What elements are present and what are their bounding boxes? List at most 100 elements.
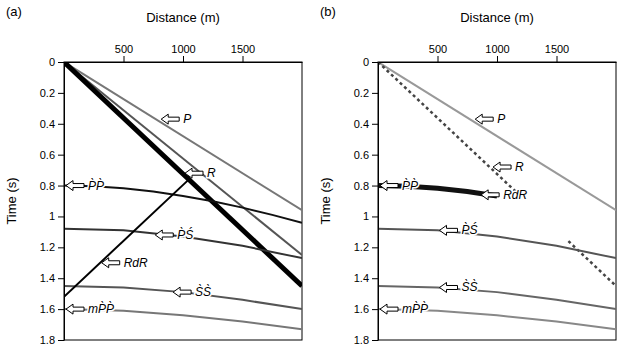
y-tick-mark (372, 278, 378, 279)
annotation-arrow (481, 190, 499, 200)
y-tick-mark (372, 186, 378, 187)
y-tick-mark (58, 340, 64, 341)
y-tick-label: 0 (363, 56, 369, 68)
y-tick-label: 1.6 (354, 303, 369, 315)
y-tick: 0.6 (40, 149, 64, 161)
y-tick: 0.8 (40, 180, 64, 192)
y-tick: 0 (49, 56, 64, 68)
x-tick: 1000 (171, 43, 195, 62)
annotations: PRP̀P̀P̀ŚRdRS̀S̀mP̀P̀ (66, 112, 216, 316)
x-axis-line (379, 62, 617, 63)
y-tick-mark (372, 93, 378, 94)
annotation-arrow (440, 225, 458, 235)
x-tick-mark (124, 56, 125, 62)
annotation-arrow (66, 304, 84, 314)
annotation: RdR (124, 256, 148, 270)
y-tick-mark (58, 62, 64, 63)
y-tick-mark (372, 62, 378, 63)
annotation-arrow (173, 287, 191, 297)
event-line (64, 62, 302, 255)
y-tick: 1.6 (354, 303, 378, 315)
y-tick-label: 1.2 (40, 241, 55, 253)
panel-label: (a) (6, 4, 22, 19)
event-line (64, 179, 189, 296)
x-tick-mark (183, 56, 184, 62)
panel: 500 1000 1500 Distance (m) 0 0.2 0.4 0.6 0.8 1 1.2… (318, 4, 617, 346)
y-tick: 1.8 (354, 334, 378, 346)
annotation-arrow (155, 230, 173, 240)
x-axis-title: Distance (m) (146, 10, 220, 25)
y-tick-label: 0.6 (40, 149, 55, 161)
figure: 50010001500Distance (m)00.20.40.60.811.2… (0, 0, 628, 351)
plot-frame (378, 62, 616, 340)
x-tick: 500 (115, 43, 133, 62)
y-tick-label: 0.8 (354, 180, 369, 192)
y-tick-label: 1 (49, 210, 55, 222)
y-tick-label: 1 (363, 210, 369, 222)
y-axis: 0 0.2 0.4 0.6 0.8 1 1.2 1.4 1.6 1.8 (354, 56, 379, 346)
y-tick: 0.8 (354, 180, 378, 192)
y-tick-mark (372, 309, 378, 310)
y-tick-mark (58, 247, 64, 248)
x-tick-mark (497, 56, 498, 62)
y-tick-mark (58, 309, 64, 310)
y-tick-mark (372, 216, 378, 217)
annotation: P̀P̀ (88, 178, 104, 193)
y-tick: 0.6 (354, 149, 378, 161)
y-tick-mark (372, 155, 378, 156)
annotation-arrow (185, 168, 203, 178)
annotation: mP̀P̀ (88, 301, 114, 316)
y-tick-label: 1.4 (354, 272, 369, 284)
annotations: PRP̀P̀RdRP̀ŚS̀S̀mP̀P̀ (380, 112, 527, 316)
y-tick: 1 (363, 210, 378, 222)
annotation: S̀S̀ (462, 279, 478, 294)
event-line (64, 62, 302, 210)
y-tick-label: 0.2 (40, 87, 55, 99)
y-tick-mark (58, 216, 64, 217)
y-tick: 1.2 (40, 241, 64, 253)
annotation-arrow (380, 304, 398, 314)
y-tick-label: 1.4 (40, 272, 55, 284)
annotation: P̀Ś (177, 227, 193, 242)
annotation-arrow (380, 181, 398, 191)
x-tick: 1000 (485, 43, 509, 62)
x-tick-label: 1500 (545, 43, 569, 55)
y-tick-label: 1.2 (354, 241, 369, 253)
y-tick: 0.2 (40, 87, 64, 99)
x-axis-title: Distance (m) (460, 10, 534, 25)
y-axis-title: Time (s) (4, 177, 19, 224)
x-tick-label: 500 (429, 43, 447, 55)
y-tick: 1 (49, 210, 64, 222)
x-tick: 1500 (231, 43, 255, 62)
y-tick: 0.4 (354, 118, 378, 130)
x-tick: 1500 (545, 43, 569, 62)
annotation: R (207, 166, 216, 180)
y-tick-label: 0.4 (40, 118, 55, 130)
annotation-arrow (161, 114, 179, 124)
y-tick-label: 0.4 (354, 118, 369, 130)
annotation-arrow (493, 162, 511, 172)
y-tick: 0.2 (354, 87, 378, 99)
data-lines (64, 62, 302, 329)
y-tick-mark (58, 278, 64, 279)
y-tick: 1.8 (40, 334, 64, 346)
y-tick-label: 0.8 (40, 180, 55, 192)
event-line (64, 62, 302, 286)
x-axis: 500 1000 1500 (65, 43, 303, 63)
y-tick: 0.4 (40, 118, 64, 130)
y-tick-mark (58, 186, 64, 187)
annotation-arrow (440, 282, 458, 292)
y-tick-mark (372, 124, 378, 125)
y-tick: 0 (363, 56, 378, 68)
y-tick-mark (372, 340, 378, 341)
y-tick-label: 0 (49, 56, 55, 68)
y-tick-label: 1.8 (354, 334, 369, 346)
y-tick: 1.2 (354, 241, 378, 253)
annotation-arrow (475, 114, 493, 124)
annotation: P̀Ś (462, 222, 478, 237)
annotation: P (183, 112, 191, 126)
y-axis-line (64, 63, 65, 341)
event-line (378, 229, 616, 258)
y-tick-label: 0.6 (354, 149, 369, 161)
annotation-arrow (66, 181, 84, 191)
